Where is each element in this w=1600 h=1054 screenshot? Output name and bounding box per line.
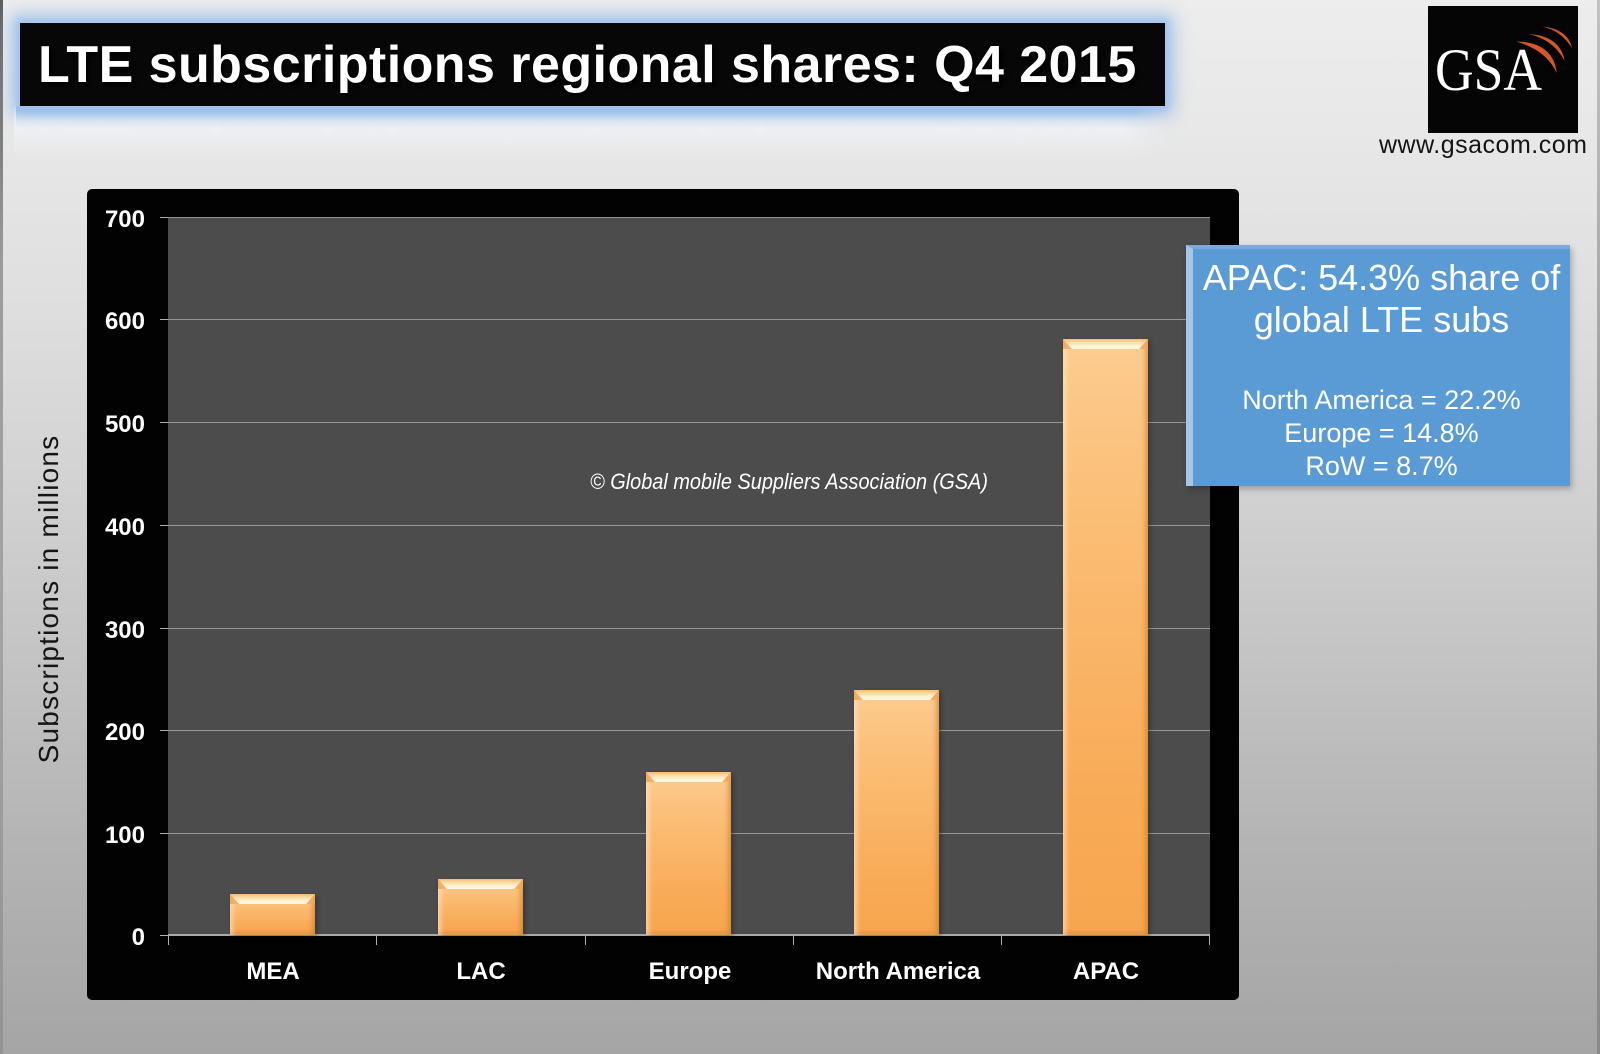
svg-text:GSA: GSA (1435, 37, 1542, 103)
